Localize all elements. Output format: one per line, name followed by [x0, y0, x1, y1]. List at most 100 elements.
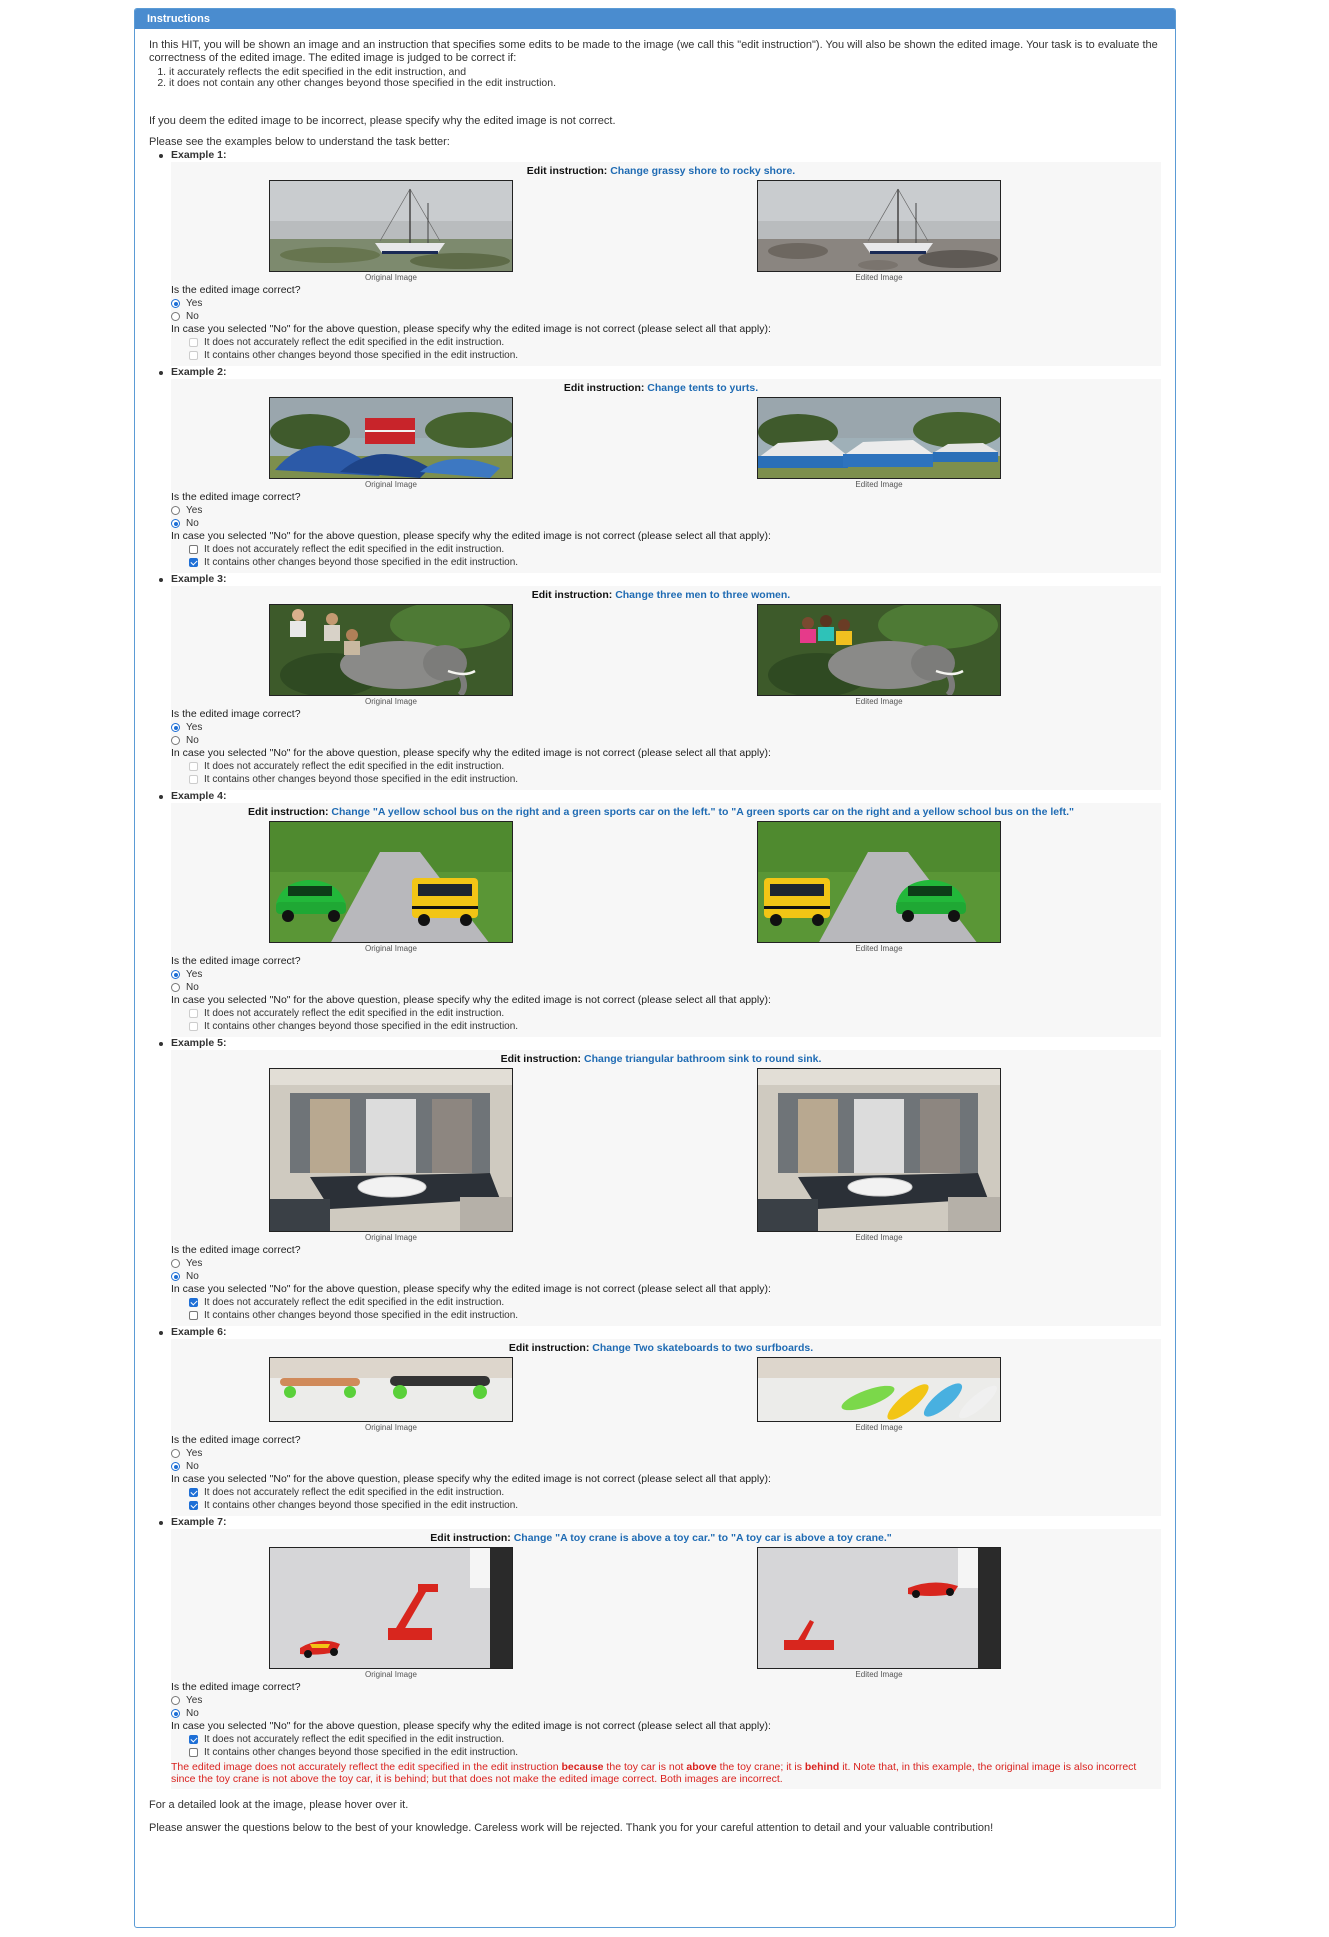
yes-radio[interactable]: [171, 506, 180, 515]
reason-1-checkbox[interactable]: [189, 338, 198, 347]
reason-2-checkbox[interactable]: [189, 775, 198, 784]
reason-prompt: In case you selected "No" for the above …: [171, 530, 771, 542]
reason-2-checkbox[interactable]: [189, 351, 198, 360]
original-image[interactable]: [269, 1357, 513, 1422]
reason-1-checkbox[interactable]: [189, 1009, 198, 1018]
edited-caption: Edited Image: [855, 273, 903, 282]
original-caption: Original Image: [364, 944, 418, 953]
yes-radio[interactable]: [171, 970, 180, 979]
yes-radio[interactable]: [171, 299, 180, 308]
edit-instruction-label: Edit instruction:: [563, 382, 645, 394]
yes-option[interactable]: Yes: [171, 504, 1151, 517]
no-option[interactable]: No: [171, 981, 1151, 994]
yes-option[interactable]: Yes: [171, 297, 1151, 310]
reason-2-option[interactable]: It contains other changes beyond those s…: [171, 349, 1151, 362]
reason-2-checkbox[interactable]: [189, 1501, 198, 1510]
reason-1-option[interactable]: It does not accurately reflect the edit …: [171, 1486, 1151, 1499]
no-label: No: [186, 735, 199, 746]
edited-image[interactable]: [757, 1357, 1001, 1422]
reason-1-checkbox[interactable]: [189, 545, 198, 554]
edited-image[interactable]: [757, 604, 1001, 696]
yes-option[interactable]: Yes: [171, 1694, 1151, 1707]
edited-image[interactable]: [757, 397, 1001, 479]
reason-1-option[interactable]: It does not accurately reflect the edit …: [171, 336, 1151, 349]
image-pair: Original Image Edited Image: [171, 1547, 1151, 1681]
reason-2-option[interactable]: It contains other changes beyond those s…: [171, 1746, 1151, 1759]
original-image[interactable]: [269, 1547, 513, 1669]
edit-instruction-label: Edit instruction:: [430, 1532, 511, 1544]
reason-2-label: It contains other changes beyond those s…: [204, 774, 519, 785]
edited-image[interactable]: [757, 821, 1001, 943]
no-option[interactable]: No: [171, 1460, 1151, 1473]
no-radio[interactable]: [171, 312, 180, 321]
original-image[interactable]: [269, 397, 513, 479]
example-7-note: The edited image does not accurately ref…: [171, 1761, 1137, 1785]
no-radio[interactable]: [171, 519, 180, 528]
reason-1-checkbox[interactable]: [189, 762, 198, 771]
no-option[interactable]: No: [171, 517, 1151, 530]
no-option[interactable]: No: [171, 1270, 1151, 1283]
instructions-panel: Instructions In this HIT, you will be sh…: [134, 8, 1176, 1928]
no-radio[interactable]: [171, 1462, 180, 1471]
edited-image-col: Edited Image: [757, 821, 1001, 953]
no-label: No: [186, 1708, 199, 1719]
edited-image[interactable]: [757, 1547, 1001, 1669]
yes-option[interactable]: Yes: [171, 1447, 1151, 1460]
original-image[interactable]: [269, 1068, 513, 1232]
no-label: No: [186, 311, 199, 322]
reason-prompt: In case you selected "No" for the above …: [171, 1473, 771, 1485]
no-radio[interactable]: [171, 983, 180, 992]
reason-2-option[interactable]: It contains other changes beyond those s…: [171, 1309, 1151, 1322]
reason-2-option[interactable]: It contains other changes beyond those s…: [171, 1020, 1151, 1033]
correct-question: Is the edited image correct?: [171, 1681, 301, 1693]
edited-image[interactable]: [757, 1068, 1001, 1232]
example-box: Edit instruction: Change tents to yurts.…: [171, 379, 1161, 573]
reason-2-checkbox[interactable]: [189, 558, 198, 567]
reason-1-option[interactable]: It does not accurately reflect the edit …: [171, 1296, 1151, 1309]
reason-1-option[interactable]: It does not accurately reflect the edit …: [171, 1733, 1151, 1746]
edit-instruction-text: Change Two skateboards to two surfboards…: [592, 1342, 814, 1354]
reason-2-option[interactable]: It contains other changes beyond those s…: [171, 773, 1151, 786]
reason-2-checkbox[interactable]: [189, 1748, 198, 1757]
reason-1-checkbox[interactable]: [189, 1735, 198, 1744]
reason-1-option[interactable]: It does not accurately reflect the edit …: [171, 760, 1151, 773]
example-label: Example 5:: [171, 1037, 1161, 1050]
no-option[interactable]: No: [171, 310, 1151, 323]
correct-question: Is the edited image correct?: [171, 955, 301, 967]
original-image-col: Original Image: [269, 821, 513, 953]
no-option[interactable]: No: [171, 1707, 1151, 1720]
reason-1-option[interactable]: It does not accurately reflect the edit …: [171, 1007, 1151, 1020]
yes-option[interactable]: Yes: [171, 1257, 1151, 1270]
reason-1-option[interactable]: It does not accurately reflect the edit …: [171, 543, 1151, 556]
no-option[interactable]: No: [171, 734, 1151, 747]
no-radio[interactable]: [171, 1272, 180, 1281]
reason-2-checkbox[interactable]: [189, 1022, 198, 1031]
original-image[interactable]: [269, 821, 513, 943]
yes-radio[interactable]: [171, 723, 180, 732]
example-item: Example 3: Edit instruction: Change thre…: [171, 573, 1161, 790]
original-image[interactable]: [269, 604, 513, 696]
no-radio[interactable]: [171, 736, 180, 745]
yes-option[interactable]: Yes: [171, 721, 1151, 734]
yes-radio[interactable]: [171, 1259, 180, 1268]
yes-radio[interactable]: [171, 1449, 180, 1458]
reason-1-checkbox[interactable]: [189, 1488, 198, 1497]
reason-2-option[interactable]: It contains other changes beyond those s…: [171, 556, 1151, 569]
image-pair: Original Image Edited Image: [171, 1068, 1151, 1244]
edited-caption: Edited Image: [855, 697, 903, 706]
reason-1-checkbox[interactable]: [189, 1298, 198, 1307]
reason-2-option[interactable]: It contains other changes beyond those s…: [171, 1499, 1151, 1512]
original-caption: Original Image: [364, 1233, 418, 1242]
yes-option[interactable]: Yes: [171, 968, 1151, 981]
image-pair: Original Image Edited Image: [171, 180, 1151, 284]
original-caption: Original Image: [364, 1670, 418, 1679]
original-image[interactable]: [269, 180, 513, 272]
yes-radio[interactable]: [171, 1696, 180, 1705]
reason-prompt: In case you selected "No" for the above …: [171, 1283, 771, 1295]
reason-1-label: It does not accurately reflect the edit …: [204, 337, 505, 348]
reason-2-checkbox[interactable]: [189, 1311, 198, 1320]
no-radio[interactable]: [171, 1709, 180, 1718]
edited-image[interactable]: [757, 180, 1001, 272]
image-pair: Original Image Edited Image: [171, 604, 1151, 708]
edit-instruction-text: Change grassy shore to rocky shore.: [610, 165, 796, 177]
